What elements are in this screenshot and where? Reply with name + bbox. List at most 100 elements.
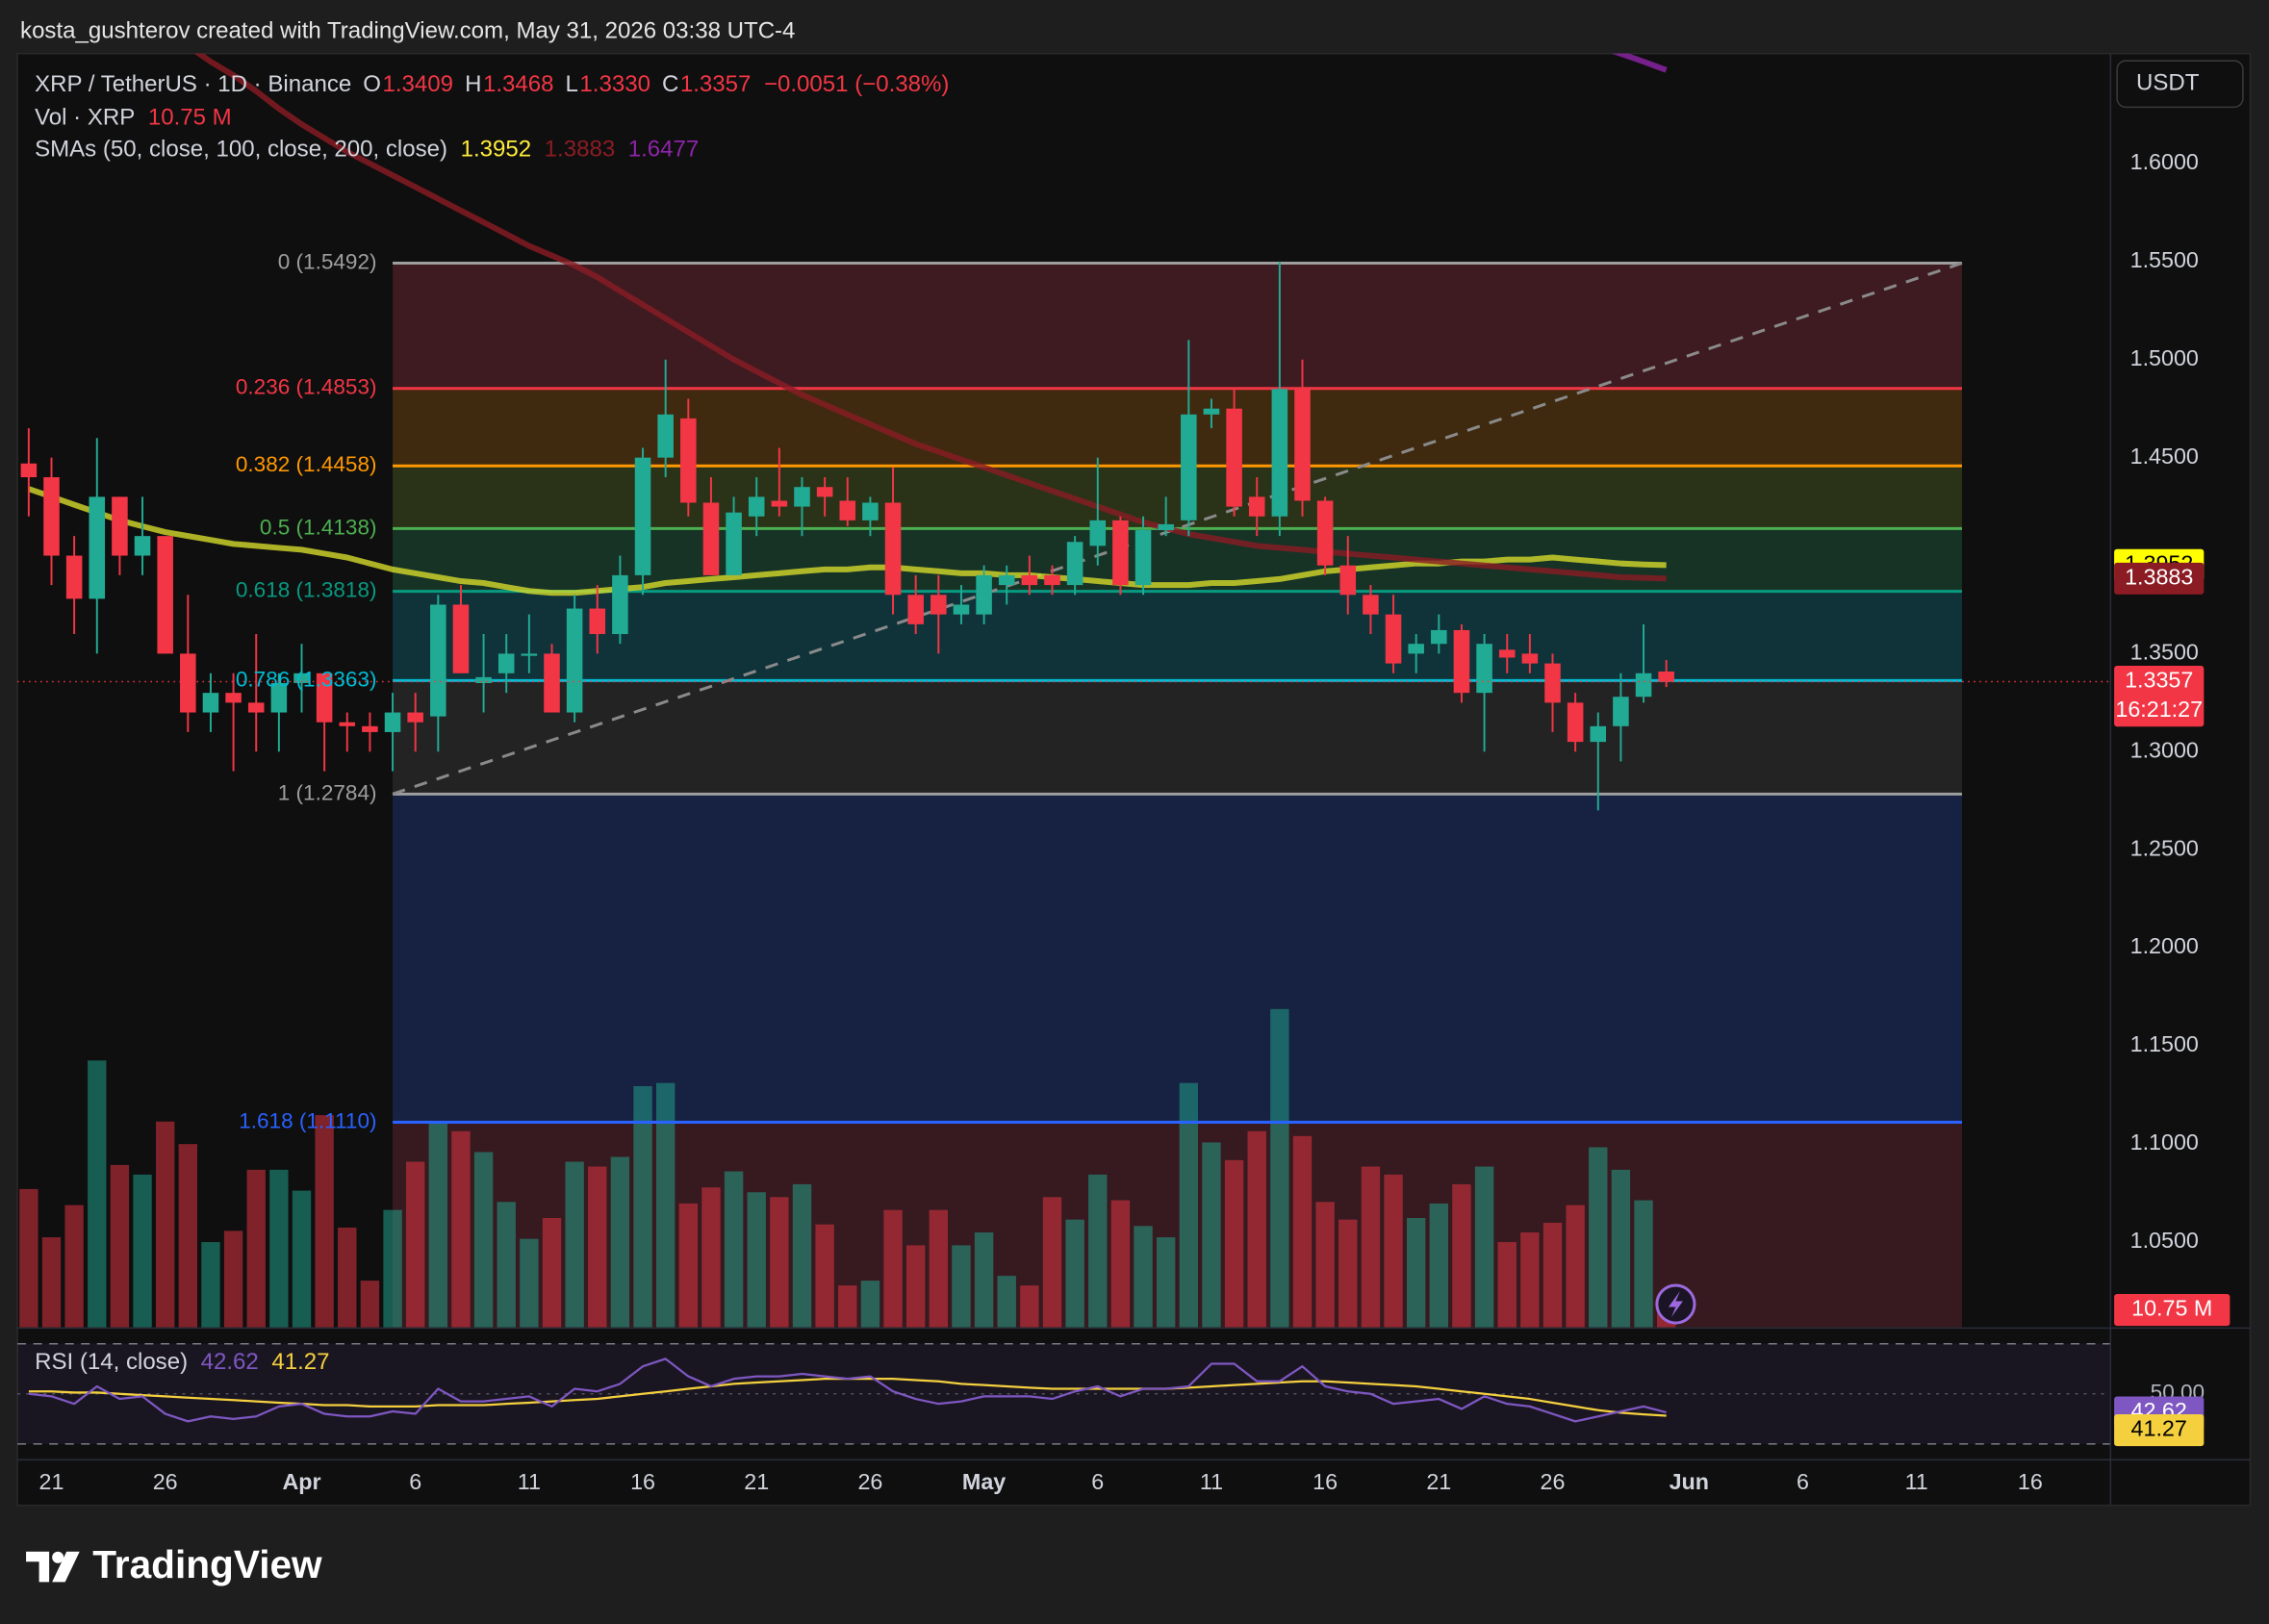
candle-body xyxy=(1044,574,1060,586)
candle-body xyxy=(1158,523,1174,531)
x-tick-label: May xyxy=(962,1469,1006,1494)
logo-slash xyxy=(52,1551,80,1583)
candle-body xyxy=(316,672,333,723)
volume-bar xyxy=(473,1152,494,1328)
legend-line: SMAs (50, close, 100, close, 200, close)… xyxy=(35,137,699,163)
symbol: XRP / TetherUS · 1D · Binance xyxy=(35,71,351,97)
x-tick-label: 6 xyxy=(1797,1469,1809,1494)
volume-bar xyxy=(1361,1166,1381,1328)
volume-bar xyxy=(997,1276,1016,1328)
candle-body xyxy=(1453,629,1470,694)
candle-body xyxy=(1271,389,1288,517)
candle-body xyxy=(339,722,356,726)
candle-body xyxy=(225,693,242,703)
candle-body xyxy=(475,676,492,683)
volume-bar xyxy=(883,1209,903,1328)
volume-bar xyxy=(451,1130,471,1328)
candle-body xyxy=(384,712,401,732)
candle-body xyxy=(521,653,538,656)
candle-body xyxy=(1226,408,1242,507)
candle-body xyxy=(1590,725,1607,743)
y-tick-label: 1.0500 xyxy=(2130,1228,2199,1253)
volume-bar xyxy=(770,1197,789,1328)
volume-bar xyxy=(1384,1174,1403,1328)
legend-line: XRP / TetherUS · 1D · Binance O1.3409 H1.3… xyxy=(35,71,949,97)
candle-body xyxy=(247,702,265,713)
candle-body xyxy=(452,604,470,673)
ohlc-value: 1.3357 xyxy=(680,71,752,97)
sma-value: 1.3883 xyxy=(545,137,616,163)
x-tick-label: 26 xyxy=(1541,1469,1566,1494)
volume-bar xyxy=(610,1156,630,1328)
volume-bar xyxy=(155,1121,175,1328)
candle-body xyxy=(702,502,720,575)
volume-bar xyxy=(201,1242,220,1328)
volume-bar xyxy=(1110,1200,1131,1328)
fib-band xyxy=(393,591,1962,681)
currency-label[interactable]: USDT xyxy=(2136,70,2200,96)
candle-body xyxy=(89,496,106,599)
volume-bar xyxy=(1020,1285,1039,1328)
icon-bolt[interactable] xyxy=(1668,1290,1683,1318)
ohlc-value: 1.3409 xyxy=(383,71,454,97)
x-tick-label: 16 xyxy=(2018,1469,2043,1494)
volume-bar xyxy=(633,1086,652,1328)
price-change: −0.0051 (−0.38%) xyxy=(764,71,949,97)
candle-body xyxy=(134,536,151,556)
candle-body xyxy=(612,574,628,635)
sma-title: SMAs (50, close, 100, close, 200, close) xyxy=(35,137,447,163)
volume-bar xyxy=(1134,1226,1153,1328)
candle-body xyxy=(884,502,902,596)
volume-bar xyxy=(383,1209,402,1328)
candle-body xyxy=(976,574,992,615)
y-tick-label: 1.2000 xyxy=(2130,933,2199,958)
fib-level-label: 1 (1.2784) xyxy=(278,780,377,804)
candle-body xyxy=(680,418,697,503)
candle-body xyxy=(657,414,674,458)
volume-bar xyxy=(1520,1232,1540,1328)
fib-band xyxy=(393,263,1962,389)
volume-bar xyxy=(1406,1217,1426,1328)
volume-bar xyxy=(724,1171,744,1328)
volume-bar xyxy=(1042,1197,1062,1328)
volume-bar xyxy=(974,1232,994,1328)
x-tick-label: Apr xyxy=(282,1469,320,1494)
candle-body xyxy=(1203,408,1220,415)
legend-line: Vol · XRP 10.75 M xyxy=(35,105,232,131)
volume-bar xyxy=(701,1187,721,1328)
volume-bar xyxy=(1497,1242,1517,1328)
candle-body xyxy=(589,608,606,635)
fib-level-label: 0.382 (1.4458) xyxy=(236,452,377,476)
volume-bar xyxy=(246,1169,266,1328)
volume-title: Vol · XRP xyxy=(35,105,135,131)
x-tick-label: 11 xyxy=(1905,1469,1928,1494)
currency-button[interactable] xyxy=(2116,60,2244,109)
y-tick-label: 1.4500 xyxy=(2130,444,2199,469)
candle-body xyxy=(998,574,1015,586)
y-tick-label: 1.3000 xyxy=(2130,737,2199,762)
volume-bar xyxy=(520,1238,539,1328)
volume-bar xyxy=(565,1161,584,1328)
candle-body xyxy=(1181,414,1197,520)
ohlc-label: L xyxy=(566,71,578,97)
price-badge-label: 1.3357 xyxy=(2125,668,2193,693)
volume-bar xyxy=(428,1121,448,1328)
countdown-label: 16:21:27 xyxy=(2115,697,2203,722)
fib-level-label: 0.786 (1.3363) xyxy=(236,667,377,691)
volume-bar xyxy=(929,1209,949,1328)
volume-bar xyxy=(1566,1205,1585,1328)
rsi-legend: RSI (14, close) 42.62 41.27 xyxy=(35,1350,329,1376)
fib-band xyxy=(393,528,1962,592)
volume-bar xyxy=(588,1166,607,1328)
ohlc-value: 1.3330 xyxy=(579,71,650,97)
volume-bar xyxy=(1292,1135,1313,1328)
candle-body xyxy=(20,463,38,478)
brand-name: TradingView xyxy=(92,1542,322,1586)
x-tick-label: 16 xyxy=(1313,1469,1338,1494)
candle-body xyxy=(931,595,947,615)
volume-bar xyxy=(1088,1174,1108,1328)
ohlc-value: 1.3468 xyxy=(483,71,554,97)
replay-icon[interactable] xyxy=(1655,1283,1696,1325)
candle-body xyxy=(566,608,583,713)
sma-line xyxy=(27,486,1667,596)
